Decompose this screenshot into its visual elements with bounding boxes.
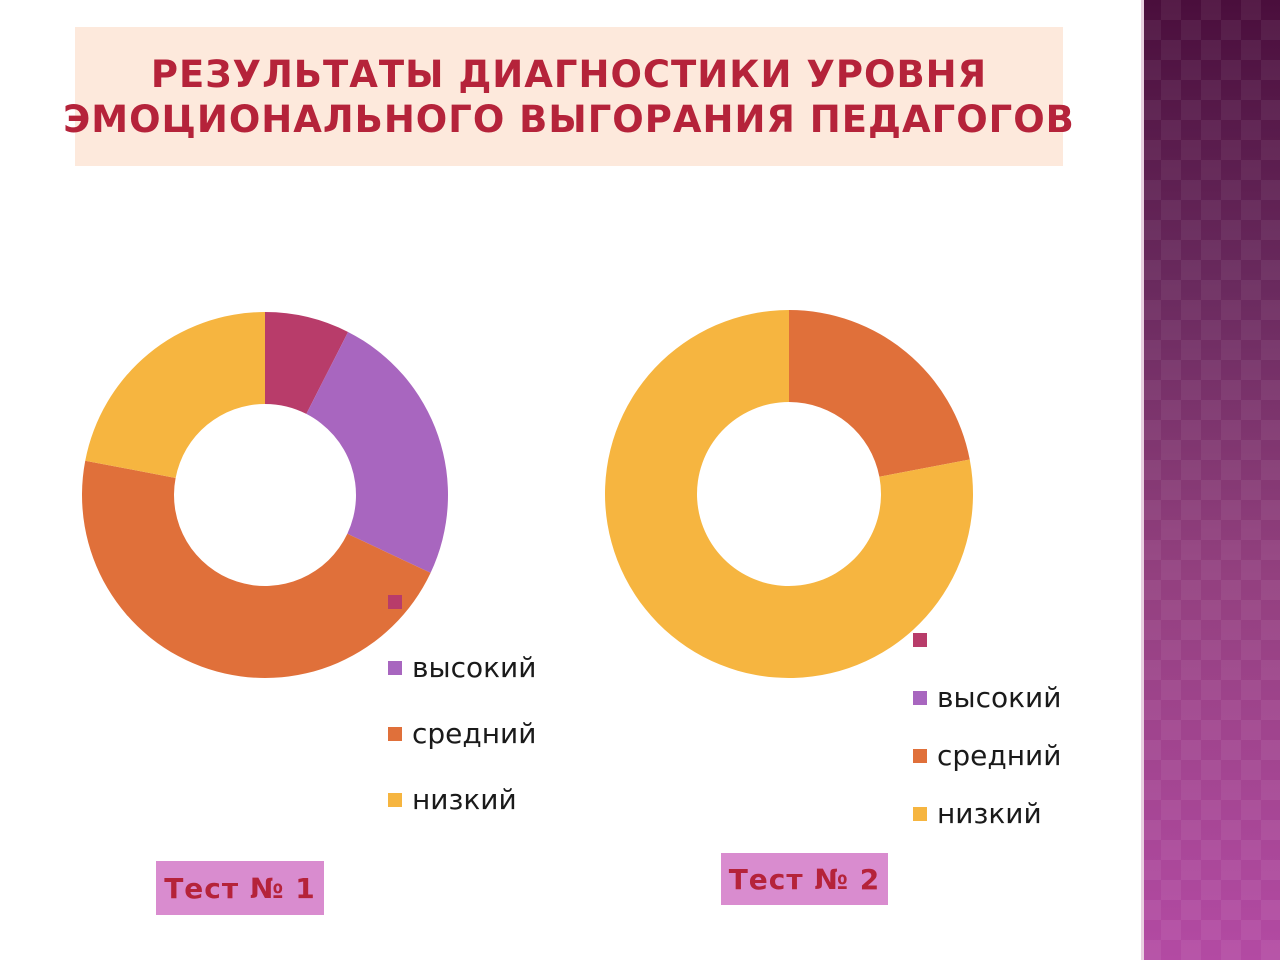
legend-label: высокий (412, 651, 537, 684)
legend-item: средний (388, 719, 536, 749)
donut-slice-2 (306, 331, 448, 573)
donut-chart-test-2 (605, 310, 973, 678)
legend-test-2: высокий средний низкий (913, 630, 1113, 830)
legend-label: низкий (412, 783, 517, 816)
legend-swatch (388, 793, 402, 807)
legend-item (388, 592, 412, 612)
donut-slice-3 (82, 460, 431, 678)
legend-item: низкий (388, 785, 517, 815)
legend-swatch (913, 807, 927, 821)
legend-label: средний (937, 739, 1062, 772)
test-1-label-box: Тест № 1 (156, 861, 324, 915)
legend-item: высокий (388, 653, 536, 683)
test-1-label: Тест № 1 (164, 871, 316, 905)
title-banner: РЕЗУЛЬТАТЫ ДИАГНОСТИКИ УРОВНЯ ЭМОЦИОНАЛЬ… (63, 27, 1074, 166)
legend-item (913, 630, 937, 650)
legend-swatch (388, 727, 402, 741)
title-line-2: ЭМОЦИОНАЛЬНОГО ВЫГОРАНИЯ ПЕДАГОГОВ (63, 97, 1075, 141)
title-line-1: РЕЗУЛЬТАТЫ ДИАГНОСТИКИ УРОВНЯ (150, 52, 988, 96)
legend-label: высокий (937, 681, 1062, 714)
legend-swatch (913, 749, 927, 763)
side-band-edge (1141, 0, 1144, 960)
legend-item: высокий (913, 683, 1061, 713)
legend-swatch (913, 691, 927, 705)
test-2-label: Тест № 2 (728, 862, 881, 896)
legend-swatch (388, 595, 402, 609)
test-2-label-box: Тест № 2 (721, 853, 888, 905)
donut-slice-1 (265, 312, 349, 414)
diamond-pattern (1141, 0, 1280, 960)
legend-swatch (913, 633, 927, 647)
legend-item: средний (913, 741, 1061, 771)
donut-slice-4 (605, 310, 973, 678)
legend-label: низкий (937, 797, 1042, 830)
legend-label: средний (412, 717, 537, 750)
decorative-side-band (1141, 0, 1280, 960)
legend-test-1: высокий средний низкий (388, 592, 588, 822)
legend-swatch (388, 661, 402, 675)
legend-item: низкий (913, 799, 1042, 829)
donut-slice-3 (789, 310, 970, 477)
donut-chart-test-1 (82, 312, 448, 678)
donut-slice-4 (85, 312, 266, 478)
